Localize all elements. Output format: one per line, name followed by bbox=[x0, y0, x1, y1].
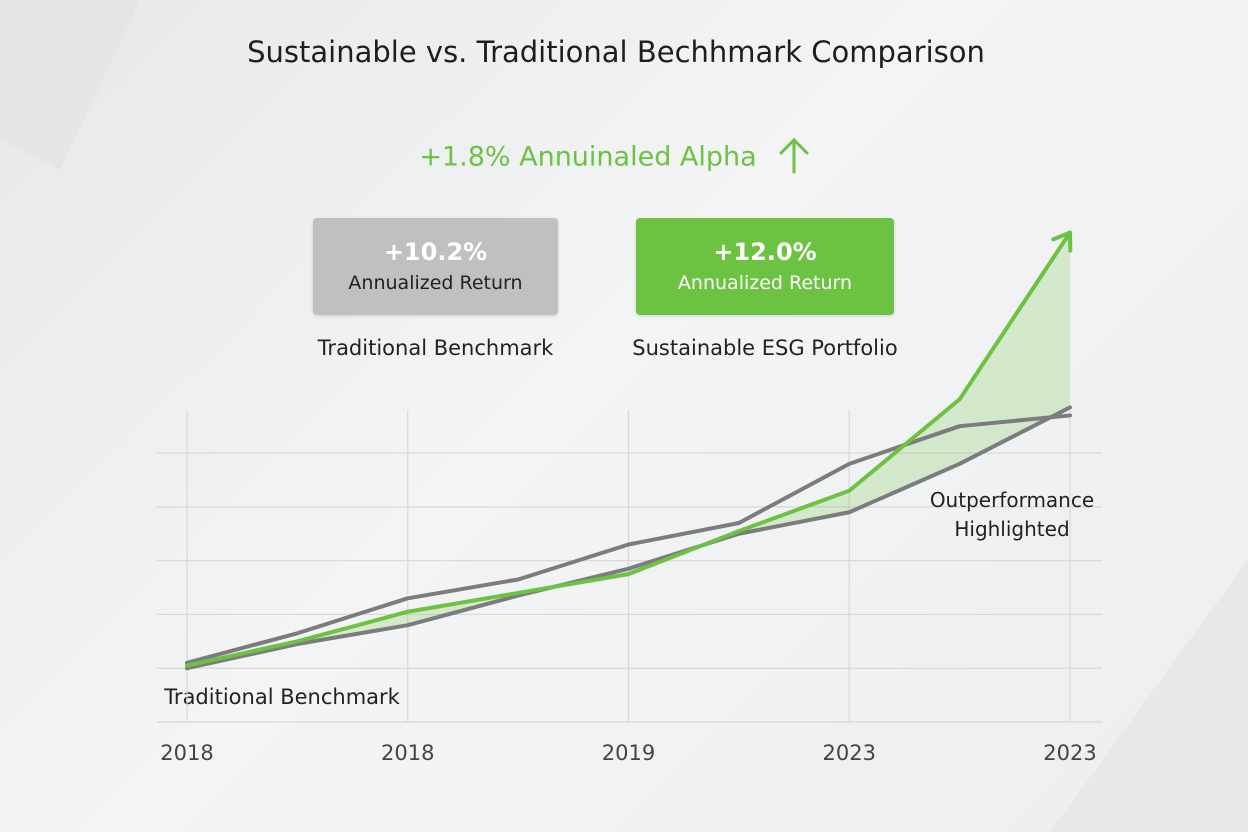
x-tick-label: 2018 bbox=[160, 741, 213, 765]
kpi-card: +10.2% Annualized Return bbox=[313, 218, 558, 315]
series-label: Traditional Benchmark bbox=[163, 685, 400, 709]
background-shape bbox=[1050, 560, 1248, 832]
line-arrowhead bbox=[1051, 230, 1073, 253]
background-shape bbox=[0, 0, 140, 170]
x-tick-label: 2023 bbox=[1043, 741, 1096, 765]
subtitle: +1.8% Annuinaled Alpha bbox=[419, 142, 756, 173]
kpi-label: Annualized Return bbox=[677, 272, 853, 294]
series-line bbox=[185, 405, 1072, 671]
series-line bbox=[185, 230, 1072, 668]
series-line bbox=[185, 413, 1072, 665]
x-tick-label: 2023 bbox=[823, 741, 876, 765]
kpi-value: +12.0% bbox=[713, 238, 817, 266]
x-tick-label: 2019 bbox=[602, 741, 655, 765]
kpi-label: Annualized Return bbox=[348, 272, 523, 294]
kpi-card: +12.0% Annualized Return bbox=[636, 218, 894, 315]
x-tick-label: 2018 bbox=[381, 741, 434, 765]
annotation: Outperformance Highlighted bbox=[929, 488, 1095, 541]
up-arrow bbox=[779, 137, 809, 174]
kpi-caption: Traditional Benchmark bbox=[317, 336, 554, 360]
chart-title: Sustainable vs. Traditional Bechhmark Co… bbox=[247, 35, 985, 69]
kpi-value: +10.2% bbox=[383, 238, 488, 266]
kpi-caption: Sustainable ESG Portfolio bbox=[632, 336, 898, 360]
